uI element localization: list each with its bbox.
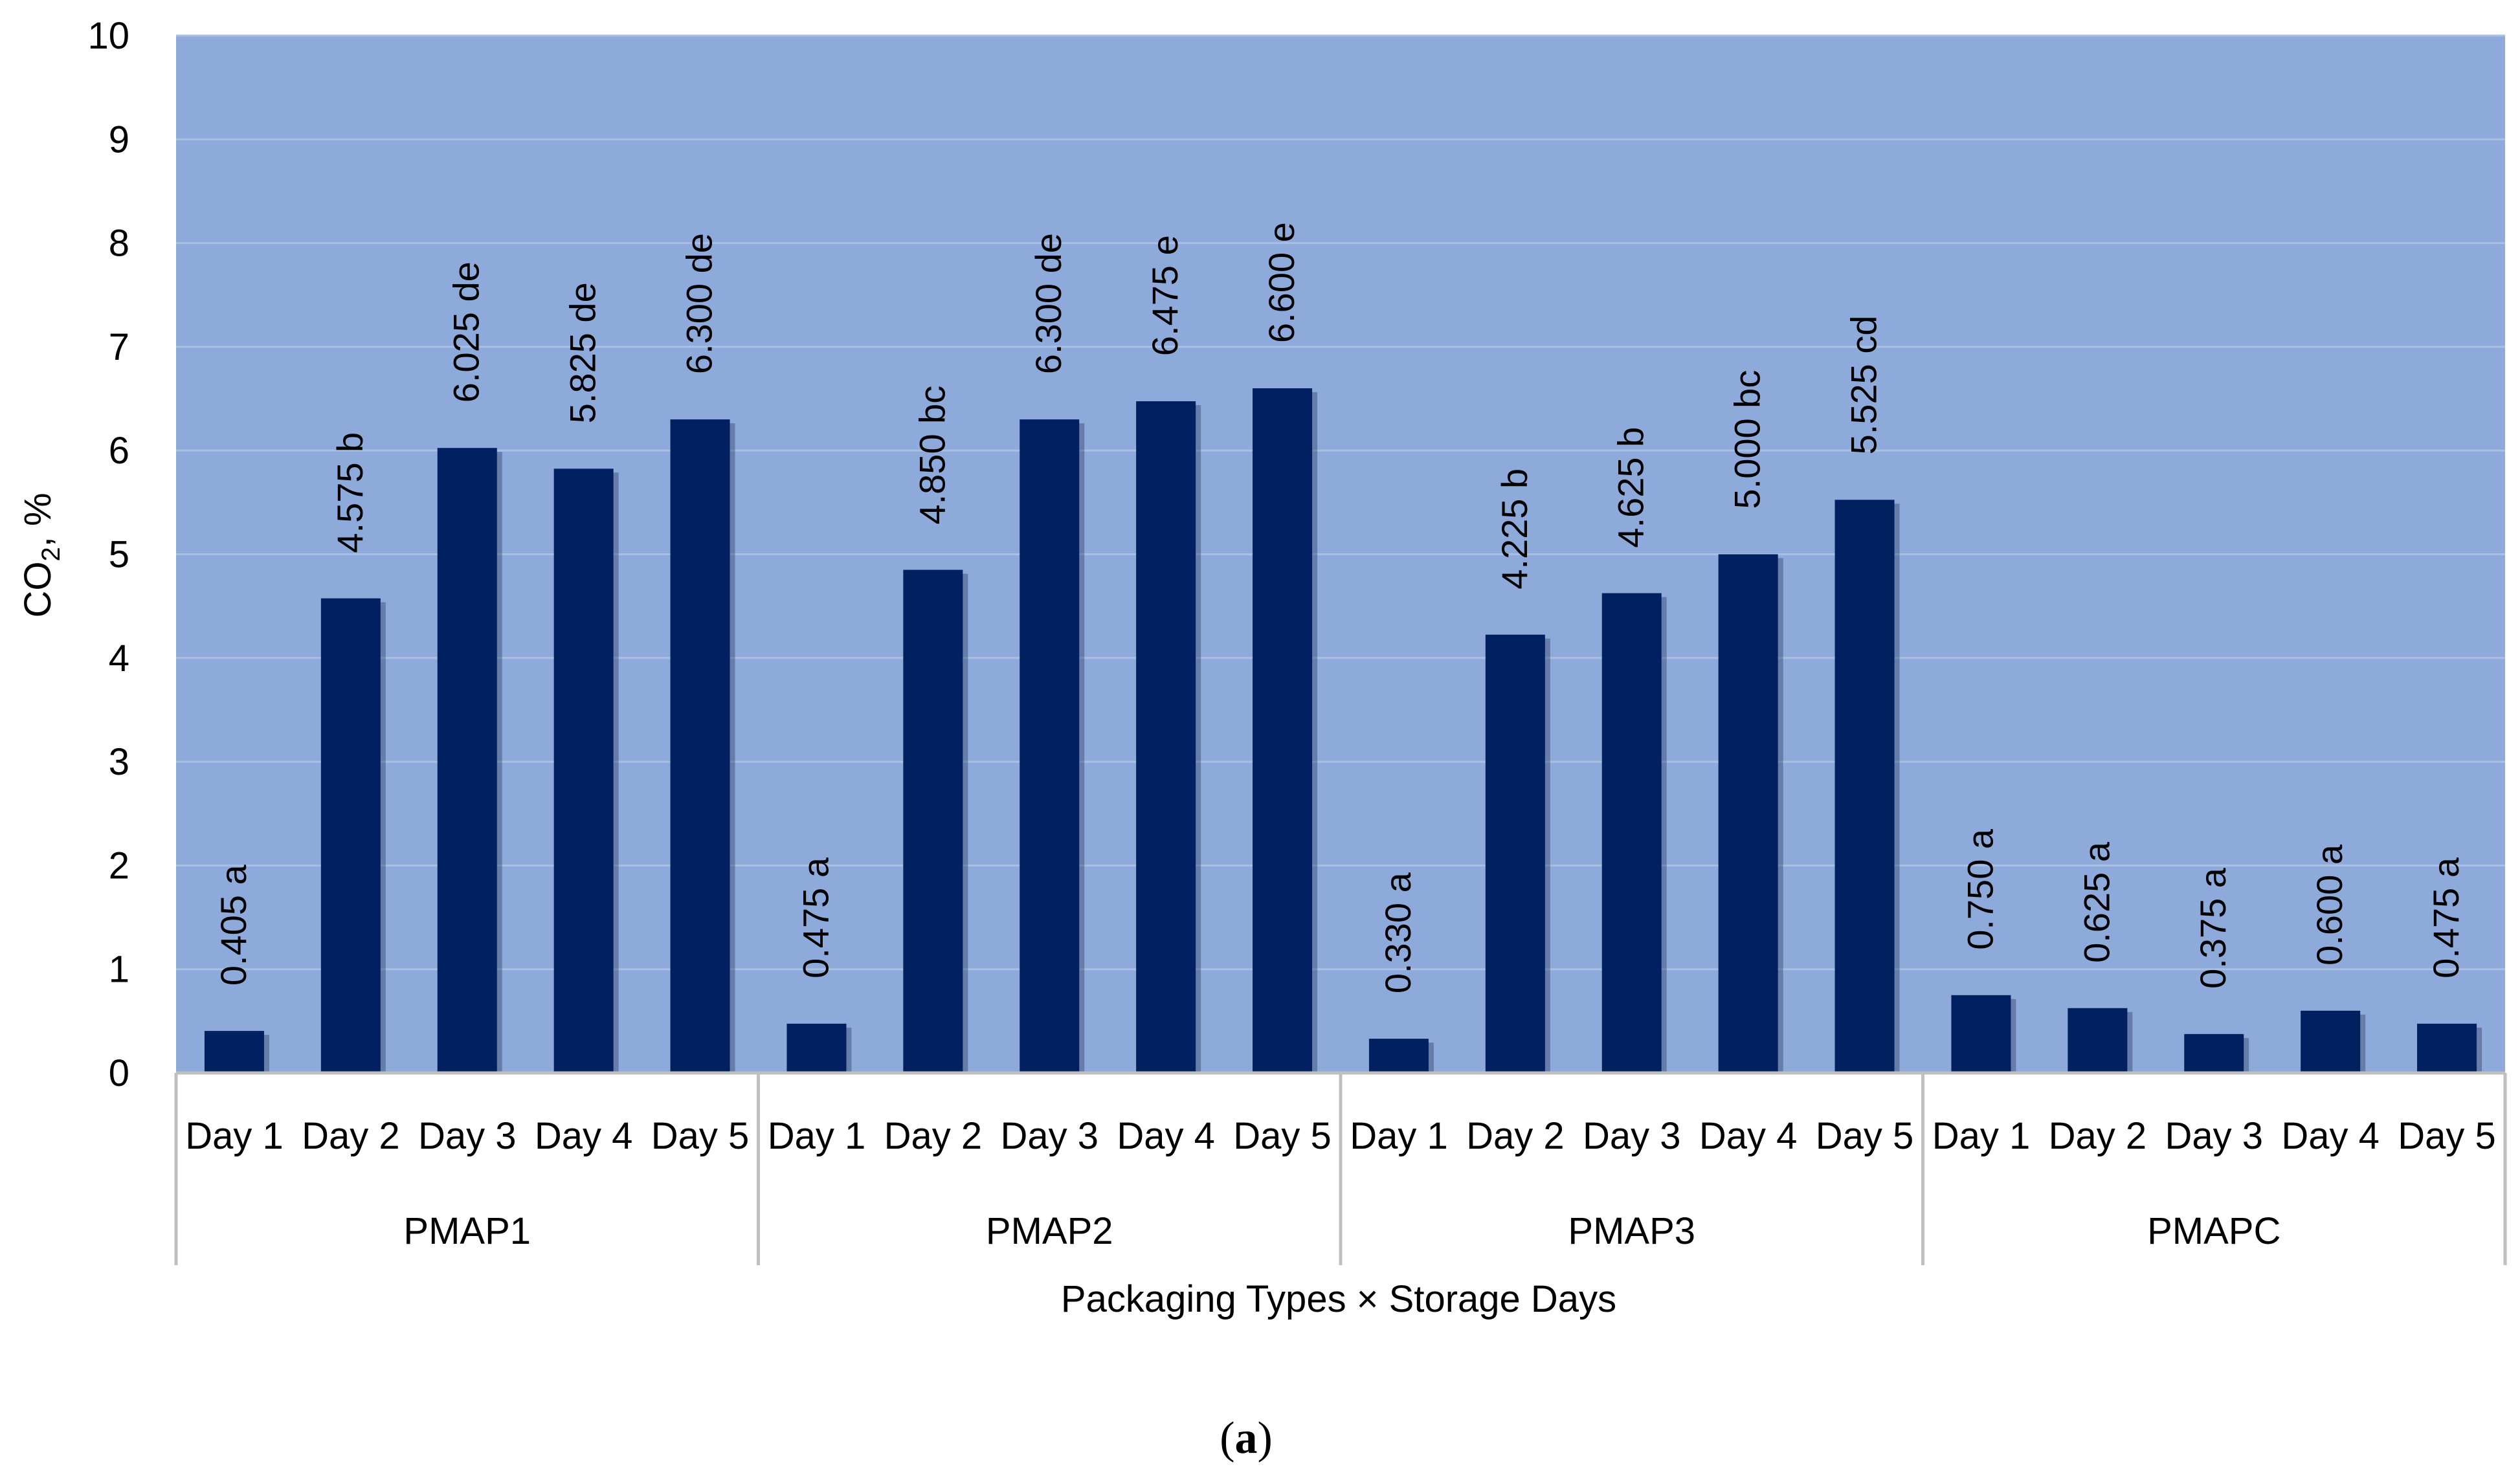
bar-value-label: 0.330 a bbox=[1377, 872, 1418, 993]
x-tick-label-day: Day 2 bbox=[1466, 1115, 1565, 1157]
x-tick-label-day: Day 4 bbox=[1699, 1115, 1798, 1157]
x-tick-label-day: Day 5 bbox=[1233, 1115, 1332, 1157]
x-group-label: PMAP2 bbox=[986, 1210, 1113, 1252]
y-axis-ticks: 0 1 2 3 4 5 6 7 8 9 10 bbox=[87, 15, 129, 1094]
bar-value-label: 0.750 a bbox=[1959, 828, 2000, 950]
bar bbox=[553, 469, 614, 1073]
y-tick-label: 4 bbox=[109, 637, 129, 679]
bar-value-label: 4.850 bc bbox=[911, 386, 952, 525]
x-axis-title: Packaging Types × Storage Days bbox=[1061, 1278, 1616, 1320]
x-tick-label-day: Day 5 bbox=[1816, 1115, 1914, 1157]
x-tick-label-day: Day 1 bbox=[768, 1115, 866, 1157]
bar-value-label: 5.000 bc bbox=[1727, 370, 1768, 509]
y-tick-label: 1 bbox=[109, 949, 129, 991]
bar-value-label: 5.525 cd bbox=[1844, 315, 1884, 454]
bar bbox=[2301, 1010, 2361, 1073]
x-tick-label-day: Day 5 bbox=[2398, 1115, 2496, 1157]
x-tick-label-day: Day 3 bbox=[418, 1115, 517, 1157]
bar bbox=[1136, 401, 1196, 1073]
x-tick-label-day: Day 1 bbox=[1350, 1115, 1448, 1157]
bar bbox=[204, 1031, 264, 1073]
x-tick-label-day: Day 4 bbox=[1117, 1115, 1215, 1157]
bar-value-label: 6.300 de bbox=[1028, 233, 1069, 374]
x-tick-label-day: Day 2 bbox=[884, 1115, 983, 1157]
bar-value-label: 4.225 b bbox=[1494, 469, 1535, 590]
y-tick-label: 7 bbox=[109, 326, 129, 368]
bar bbox=[1020, 419, 1080, 1073]
bar bbox=[1253, 388, 1313, 1073]
y-tick-label: 6 bbox=[109, 430, 129, 472]
bar bbox=[1834, 500, 1895, 1073]
bar bbox=[1368, 1039, 1429, 1073]
bars bbox=[204, 388, 2482, 1073]
x-group-label: PMAP1 bbox=[403, 1210, 531, 1252]
bar bbox=[2068, 1008, 2128, 1073]
bar-value-label: 0.405 a bbox=[213, 864, 254, 986]
bar bbox=[903, 569, 963, 1073]
bar-value-label: 0.475 a bbox=[795, 857, 836, 978]
x-tick-label-day: Day 3 bbox=[1000, 1115, 1098, 1157]
y-tick-label: 10 bbox=[87, 15, 129, 57]
bar-value-label: 5.825 de bbox=[563, 282, 603, 423]
figure-caption: (a) bbox=[1220, 1413, 1273, 1463]
x-tick-label-day: Day 1 bbox=[1932, 1115, 2031, 1157]
bar-value-label: 6.475 e bbox=[1144, 235, 1185, 356]
x-tick-label-day: Day 4 bbox=[2281, 1115, 2380, 1157]
y-axis-title-rest: , % bbox=[17, 492, 59, 547]
bar bbox=[2184, 1033, 2244, 1073]
y-tick-label: 2 bbox=[109, 845, 129, 887]
bar bbox=[1601, 593, 1662, 1073]
bar-value-label: 4.575 b bbox=[329, 432, 370, 553]
bar bbox=[786, 1023, 847, 1073]
y-axis-title-main: CO bbox=[17, 562, 59, 618]
caption-open: ( bbox=[1220, 1413, 1234, 1463]
x-tick-label-day: Day 3 bbox=[2165, 1115, 2263, 1157]
y-axis-title: CO2, % bbox=[17, 492, 65, 617]
bar-labels: 0.405 a 4.575 b 6.025 de 5.825 de 6.300 de 0.… bbox=[213, 222, 2466, 993]
caption-letter: a bbox=[1235, 1413, 1258, 1463]
y-tick-label: 5 bbox=[109, 534, 129, 576]
y-tick-label: 9 bbox=[109, 118, 129, 160]
bar bbox=[670, 419, 730, 1073]
bar-value-label: 0.600 a bbox=[2309, 844, 2350, 966]
bar bbox=[2417, 1023, 2477, 1073]
bar-value-label: 0.625 a bbox=[2076, 841, 2117, 963]
bar bbox=[1951, 995, 2011, 1073]
bar bbox=[1485, 634, 1545, 1073]
bar-value-label: 6.025 de bbox=[446, 261, 487, 403]
x-tick-label-day: Day 5 bbox=[651, 1115, 750, 1157]
bar-value-label: 0.475 a bbox=[2425, 857, 2466, 978]
x-tick-label-day: Day 2 bbox=[2049, 1115, 2147, 1157]
y-tick-label: 0 bbox=[109, 1052, 129, 1094]
y-axis-title-sub: 2 bbox=[37, 547, 65, 561]
bar-value-label: 0.375 a bbox=[2192, 867, 2233, 989]
caption-close: ) bbox=[1258, 1413, 1273, 1463]
x-group-label: PMAP3 bbox=[1568, 1210, 1695, 1252]
x-axis: Day 1 Day 2 Day 3 Day 4 Day 5 PMAP1 Day 1 Day 2… bbox=[174, 1071, 2507, 1265]
x-tick-label-day: Day 4 bbox=[535, 1115, 633, 1157]
bar bbox=[1718, 554, 1778, 1073]
bar-value-label: 4.625 b bbox=[1611, 427, 1651, 548]
y-tick-label: 8 bbox=[109, 223, 129, 265]
bar bbox=[437, 448, 497, 1073]
x-group-label: PMAPC bbox=[2147, 1210, 2280, 1252]
x-tick-label-day: Day 2 bbox=[302, 1115, 400, 1157]
bar-value-label: 6.600 e bbox=[1261, 222, 1302, 343]
x-tick-label-day: Day 1 bbox=[185, 1115, 284, 1157]
bar-value-label: 6.300 de bbox=[679, 233, 720, 374]
x-tick-label-day: Day 3 bbox=[1583, 1115, 1681, 1157]
bar bbox=[320, 598, 381, 1073]
y-tick-label: 3 bbox=[109, 741, 129, 783]
